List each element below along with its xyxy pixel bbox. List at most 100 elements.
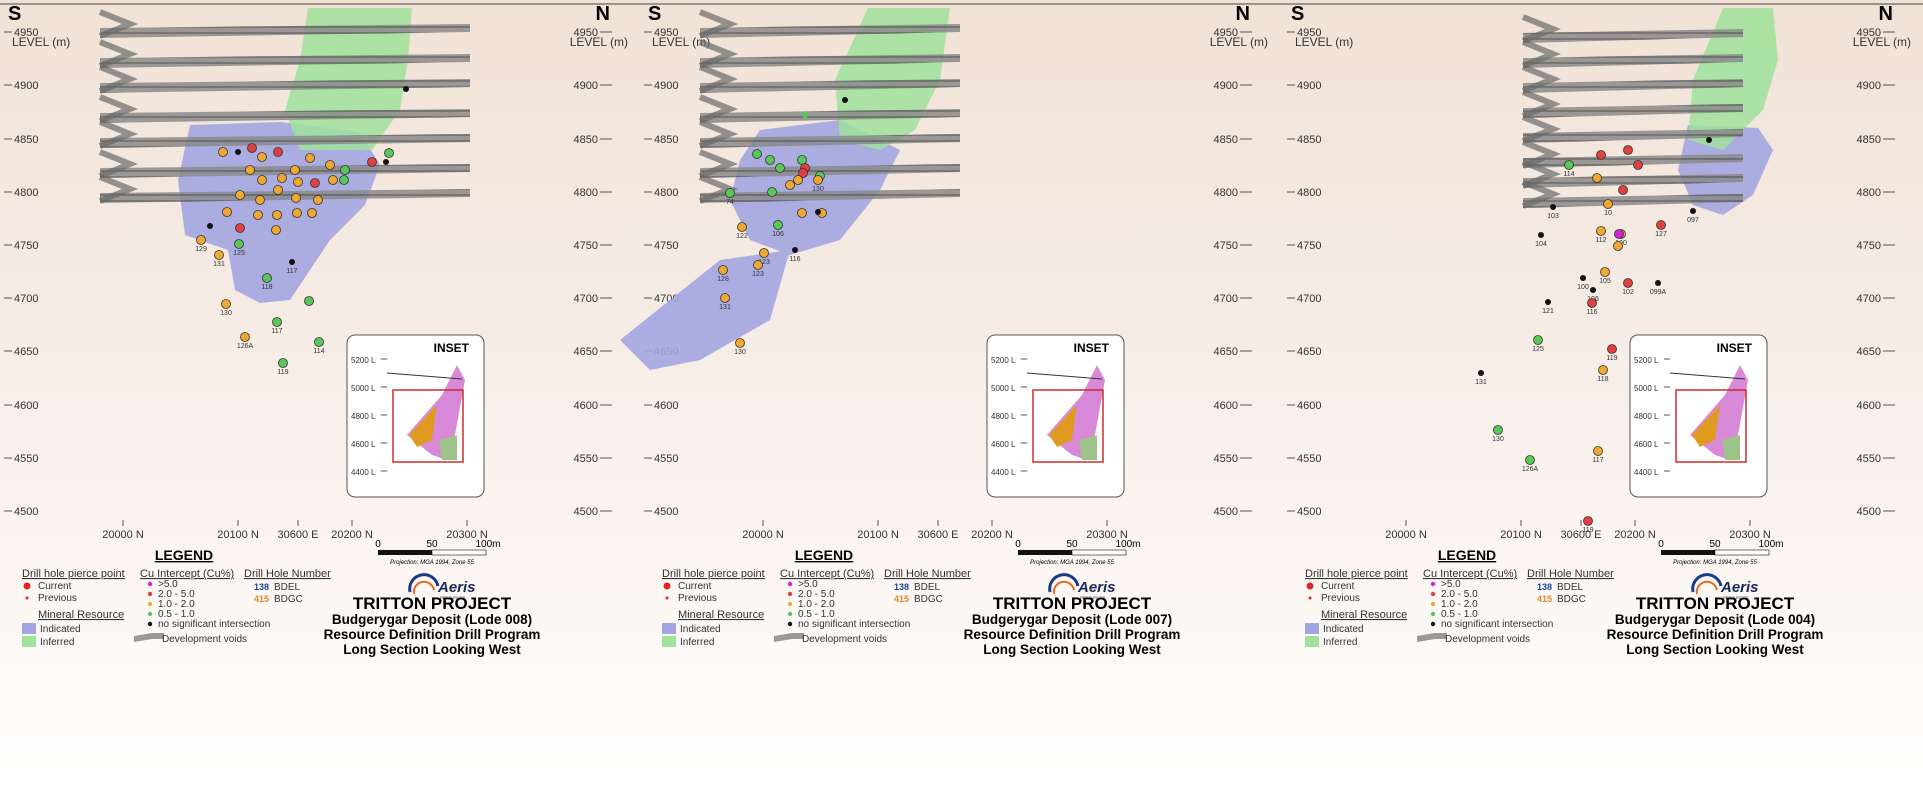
drill-hole-pierce-point: [720, 293, 730, 303]
drill-hole-pierce-point: [1493, 425, 1503, 435]
scale-bar-black: [1661, 550, 1715, 555]
drill-hole-number: 130: [812, 186, 824, 193]
northing-label: 20300 N: [446, 529, 488, 541]
drill-hole-number: 117: [1592, 457, 1603, 464]
drill-hole-number: 125: [233, 250, 245, 257]
decline-ramp: [98, 39, 139, 69]
inset-level-label: 4600 L: [1634, 440, 1659, 449]
legend-pierce-heading: Drill hole pierce point: [662, 568, 765, 580]
drill-hole-pierce-point: [1533, 335, 1543, 345]
level-tick-label-left: 4600: [1297, 400, 1321, 412]
legend-cu-dot: [147, 581, 153, 587]
level-tick-label-right: 4950: [1857, 27, 1881, 39]
decline-ramp: [98, 94, 139, 124]
decline-ramp: [98, 119, 139, 149]
drill-hole-number: 127: [1655, 231, 1667, 238]
drill-hole-pierce-point: [339, 175, 349, 185]
drill-hole-number: 118: [261, 284, 272, 291]
level-tick-label-right: 4750: [1214, 240, 1238, 252]
logo-text: Aeris: [1720, 579, 1759, 596]
legend-cu-dot: [787, 591, 793, 597]
legend-title: LEGEND: [795, 547, 853, 563]
legend-previous: Previous: [678, 593, 717, 604]
legend-indicated: Indicated: [1323, 624, 1364, 635]
legend-pierce-heading: Drill hole pierce point: [1305, 568, 1408, 580]
logo-swoosh-accent: [1695, 580, 1718, 595]
legend-mineral-heading: Mineral Resource: [1321, 609, 1407, 621]
drill-hole-pierce-point: [1598, 365, 1608, 375]
drill-hole-number: 116: [1586, 309, 1597, 316]
program-subtitle: Resource Definition Drill Program: [324, 627, 541, 642]
inset-level-label: 4800 L: [351, 412, 376, 421]
level-tick-label-right: 4900: [1214, 80, 1238, 92]
development-void: [700, 189, 960, 203]
level-tick-label-right: 4950: [1214, 27, 1238, 39]
inset-window: [1675, 389, 1747, 463]
drill-hole-pierce-point: [1656, 220, 1666, 230]
legend-cu-dot: [787, 601, 793, 607]
inset-orebody-orange: [1049, 405, 1077, 447]
drill-hole-pierce-point: [305, 153, 315, 163]
inset-level-label: 4400 L: [351, 468, 376, 477]
legend-cu-heading: Cu Intercept (Cu%): [780, 568, 874, 580]
inset-level-label: 4800 L: [991, 412, 1016, 421]
inset-level-label: 5000 L: [991, 384, 1016, 393]
scale-50: 50: [1066, 539, 1078, 550]
drill-hole-number: 130: [1492, 436, 1504, 443]
drill-hole-pierce-point: [253, 210, 263, 220]
level-label-right: LEVEL (m): [570, 35, 628, 49]
south-label: S: [1291, 3, 1304, 25]
drill-hole-pierce-point: [262, 273, 272, 283]
scale-0: 0: [1658, 539, 1664, 550]
inset-level-label: 5200 L: [351, 356, 376, 365]
decline-ramp: [1521, 14, 1562, 44]
drill-hole-pierce-point: [340, 165, 350, 175]
drill-hole-pierce-point: [773, 220, 783, 230]
inset-level-label: 5000 L: [351, 384, 376, 393]
logo-swoosh-accent: [1052, 580, 1075, 595]
level-tick-label-left: 4500: [1297, 506, 1321, 518]
legend-current-dot: [23, 582, 31, 590]
drill-hole-pierce-point: [793, 175, 803, 185]
drill-hole-pierce-point: [813, 175, 823, 185]
drill-hole-pierce-point: [1618, 185, 1628, 195]
level-tick-label-left: 4600: [14, 400, 38, 412]
drill-hole-pierce-point: [1580, 275, 1586, 281]
level-tick-label-left: 4850: [1297, 134, 1321, 146]
inset-level-label: 5200 L: [1634, 356, 1659, 365]
development-void: [1523, 154, 1743, 168]
development-void: [700, 79, 960, 93]
decline-ramp: [1521, 39, 1562, 69]
drill-hole-pierce-point: [1596, 150, 1606, 160]
deposit-subtitle: Budgerygar Deposit (Lode 007): [972, 612, 1172, 627]
development-void: [1523, 174, 1743, 188]
northing-label: 30600 E: [1561, 529, 1602, 541]
drill-hole-pierce-point: [403, 86, 409, 92]
drill-hole-pierce-point: [1600, 267, 1610, 277]
drill-hole-pierce-point: [384, 148, 394, 158]
scale-50: 50: [426, 539, 438, 550]
legend-indicated: Indicated: [680, 624, 721, 635]
drill-hole-pierce-point: [775, 163, 785, 173]
inset-level-label: 4600 L: [991, 440, 1016, 449]
logo-subtext: RESOURCES: [1723, 595, 1749, 600]
legend-cu-item: 0.5 - 1.0: [798, 609, 835, 620]
drill-hole-number: 74: [726, 199, 734, 206]
decline-ramp: [98, 64, 139, 94]
drill-hole-number: 117: [286, 268, 297, 275]
drill-hole-pierce-point: [1592, 173, 1602, 183]
drill-hole-pierce-point: [1593, 446, 1603, 456]
drill-hole-number: 126A: [1522, 466, 1539, 473]
level-tick-label-left: 4850: [654, 134, 678, 146]
decline-ramp: [1521, 114, 1562, 144]
decline-ramp: [698, 94, 739, 124]
legend-dh2-label: BDGC: [1557, 594, 1586, 605]
drill-hole-pierce-point: [214, 250, 224, 260]
legend-dh1-num: 138: [1537, 582, 1552, 592]
drill-hole-pierce-point: [725, 188, 735, 198]
legend-inferred: Inferred: [1323, 637, 1357, 648]
